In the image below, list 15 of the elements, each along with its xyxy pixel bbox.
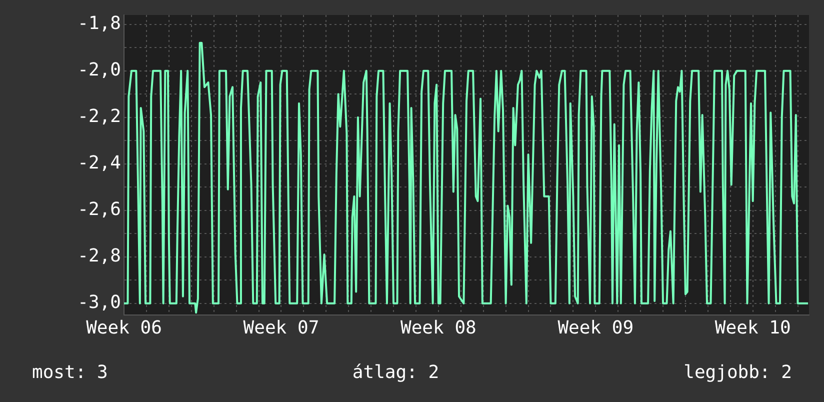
x-tick-label: Week 06 <box>86 317 162 338</box>
x-tick-label: Week 10 <box>714 317 791 338</box>
x-tick-label: Week 07 <box>243 317 320 338</box>
y-tick-label: -2,4 <box>78 152 121 174</box>
x-tick-label: Week 08 <box>400 317 476 338</box>
x-tick-label: Week 09 <box>558 317 634 338</box>
text: legjobb: 2 <box>684 362 792 383</box>
y-tick-label: -2,6 <box>78 199 121 220</box>
text: átlag: 2 <box>352 362 440 383</box>
y-tick-label: -2,2 <box>78 106 121 127</box>
y-tick-label: -2,8 <box>78 246 121 267</box>
y-tick-label: -1,8 <box>78 12 121 34</box>
y-tick-label: -3,0 <box>78 292 121 314</box>
y-tick-label: -2,0 <box>78 59 121 80</box>
text: most: 3 <box>32 362 108 383</box>
